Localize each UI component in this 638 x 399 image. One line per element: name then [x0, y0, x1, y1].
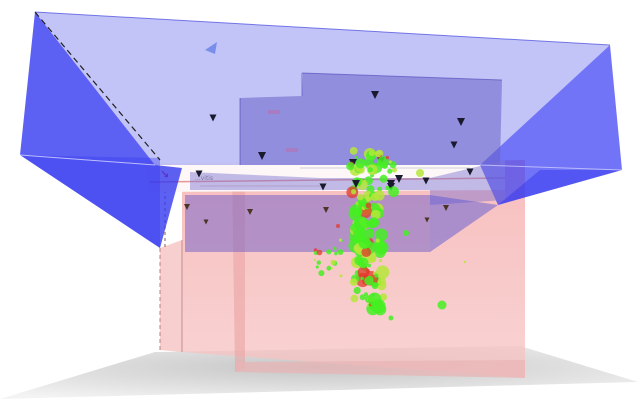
event-point [374, 150, 382, 158]
event-point [316, 260, 321, 265]
event-point [357, 257, 369, 269]
station-marker [247, 209, 253, 215]
event-point [403, 230, 409, 236]
event-point [371, 282, 378, 288]
event-point [379, 174, 388, 183]
event-point [338, 238, 343, 242]
event-point [361, 247, 372, 257]
station-marker [184, 204, 190, 210]
event-point [359, 294, 366, 301]
event-point [368, 217, 380, 228]
event-point [336, 224, 340, 228]
event-point [351, 189, 357, 195]
event-point [349, 204, 362, 217]
station-marker [395, 175, 403, 183]
event-point [337, 249, 344, 255]
event-cluster [313, 147, 467, 321]
event-point [313, 248, 318, 253]
event-point [463, 260, 467, 264]
station-marker [443, 205, 449, 211]
event-point [371, 293, 375, 297]
event-point [353, 216, 369, 231]
event-point [354, 155, 358, 159]
station-marker [258, 152, 266, 160]
station-marker [319, 183, 327, 191]
event-point [318, 270, 325, 277]
event-point [313, 258, 316, 261]
event-point [346, 162, 355, 171]
station-marker [203, 219, 209, 225]
event-point [416, 169, 424, 177]
event-point [369, 228, 374, 233]
event-point [353, 286, 361, 295]
event-point [339, 274, 343, 278]
event-point [367, 292, 382, 306]
event-point [375, 265, 390, 279]
blue-volume [19, 11, 623, 252]
event-point [388, 186, 399, 198]
event-point [385, 155, 390, 160]
event-point [365, 202, 372, 209]
station-marker [352, 180, 360, 188]
event-point [357, 193, 364, 201]
station-marker [387, 180, 395, 188]
map-strip: ↘ ...vitis [145, 160, 506, 192]
event-point [367, 167, 373, 173]
event-point [387, 168, 393, 174]
event-point [367, 263, 372, 268]
event-point [326, 265, 332, 271]
event-point [360, 276, 364, 281]
event-point [326, 249, 332, 255]
event-point [316, 249, 323, 256]
event-point [349, 278, 358, 286]
event-point [357, 266, 370, 279]
station-marker [195, 170, 203, 178]
event-point [437, 300, 447, 310]
event-point [388, 160, 392, 164]
station-marker [424, 217, 430, 223]
event-point [374, 273, 379, 278]
event-point [391, 167, 397, 173]
event-point [349, 147, 358, 155]
station-marker [371, 91, 379, 99]
event-point [331, 267, 333, 270]
map-label: ...vitis [195, 175, 213, 182]
event-point [379, 259, 383, 263]
event-point [388, 315, 394, 321]
event-point [364, 275, 374, 286]
station-marker [422, 177, 430, 185]
event-point [376, 245, 381, 251]
event-point [377, 277, 387, 286]
station-marker [466, 168, 474, 176]
event-point [334, 251, 338, 256]
event-point [374, 190, 385, 201]
event-point [370, 209, 381, 220]
station-marker [323, 207, 329, 213]
event-point [358, 236, 371, 249]
event-point [385, 185, 390, 191]
station-marker [209, 114, 217, 122]
event-point [368, 149, 376, 156]
event-point [379, 293, 388, 301]
event-point [350, 294, 359, 303]
event-point [375, 238, 380, 243]
event-point [315, 265, 319, 269]
event-point [330, 259, 336, 265]
event-point [355, 158, 366, 169]
event-point [375, 228, 388, 242]
station-marker [450, 141, 458, 149]
event-point [377, 156, 390, 168]
event-point [333, 246, 337, 251]
station-marker [457, 118, 465, 126]
